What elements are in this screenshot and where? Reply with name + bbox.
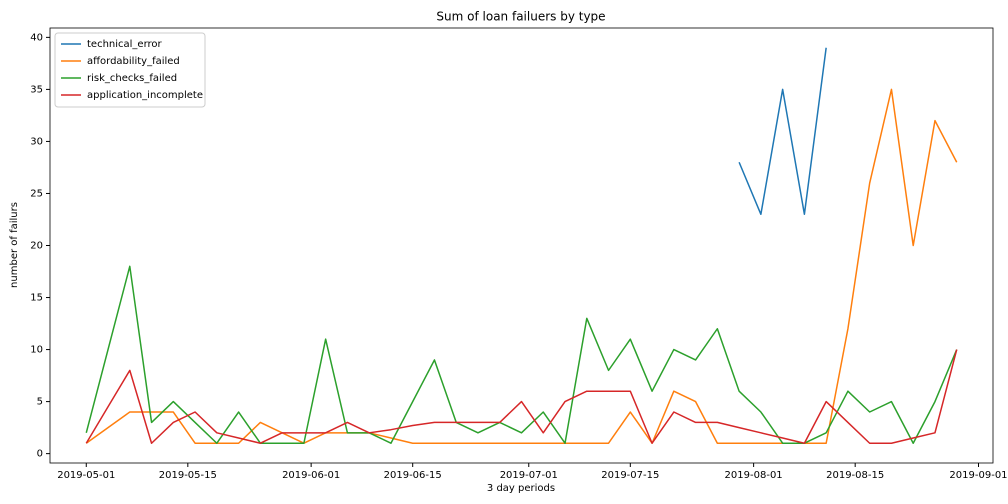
series-line: [85, 265, 958, 444]
x-axis-label: 3 day periods: [487, 483, 555, 494]
x-tick-label: 2019-07-15: [601, 470, 659, 481]
y-tick-label: 25: [30, 188, 43, 199]
y-tick-label: 0: [37, 449, 43, 460]
x-tick-label: 2019-08-15: [826, 470, 884, 481]
plot-frame: [49, 27, 994, 464]
x-tick-label: 2019-06-15: [384, 470, 442, 481]
chart-title: Sum of loan failuers by type: [436, 10, 605, 24]
legend-label: application_incomplete: [87, 90, 203, 101]
y-tick-label: 30: [30, 136, 43, 147]
legend-label: risk_checks_failed: [87, 73, 177, 84]
x-tick-label: 2019-06-01: [282, 470, 340, 481]
series-line: [85, 88, 958, 444]
legend-box: [54, 32, 206, 108]
y-tick-label: 10: [30, 345, 43, 356]
x-tick-label: 2019-09-01: [949, 470, 1007, 481]
y-tick-label: 35: [30, 84, 43, 95]
series-line: [738, 47, 827, 216]
series-line: [85, 349, 958, 444]
legend: technical_error affordability_failed risk_…: [54, 32, 206, 108]
y-axis-label: number of failurs: [9, 202, 20, 288]
legend-label: technical_error: [87, 39, 163, 50]
legend-label: affordability_failed: [87, 56, 180, 67]
x-tick-label: 2019-08-01: [725, 470, 783, 481]
x-tick-label: 2019-07-01: [500, 470, 558, 481]
y-tick-label: 5: [37, 397, 43, 408]
x-tick-label: 2019-05-01: [57, 470, 115, 481]
y-tick-label: 20: [30, 241, 43, 252]
y-tick-label: 40: [30, 32, 43, 43]
y-tick-label: 15: [30, 293, 43, 304]
x-tick-label: 2019-05-15: [159, 470, 217, 481]
